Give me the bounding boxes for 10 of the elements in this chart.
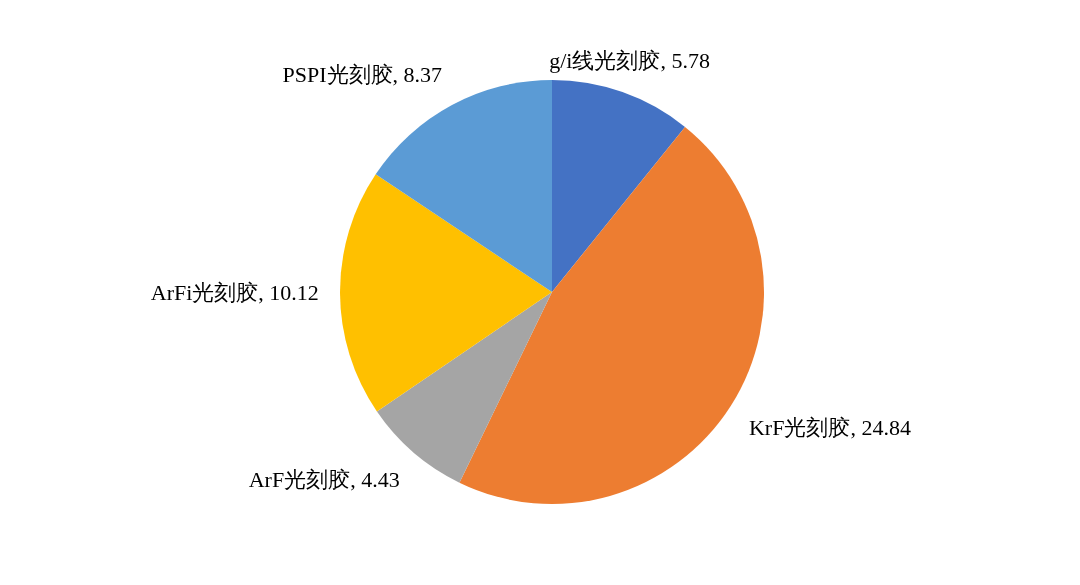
data-label: , 5.78: [660, 48, 710, 74]
data-label: , 10.12: [258, 280, 319, 306]
data-label: , 4.43: [350, 466, 400, 492]
slice-label: PSPI光刻胶: [282, 62, 393, 88]
slice-label: g/i线光刻胶: [549, 48, 661, 74]
data-label: , 24.84: [850, 414, 911, 440]
slice-label: ArFi光刻胶: [150, 280, 259, 306]
data-label: , 8.37: [392, 62, 443, 88]
slice-label: KrF光刻胶: [748, 414, 851, 440]
slice-label: ArF光刻胶: [248, 466, 351, 492]
